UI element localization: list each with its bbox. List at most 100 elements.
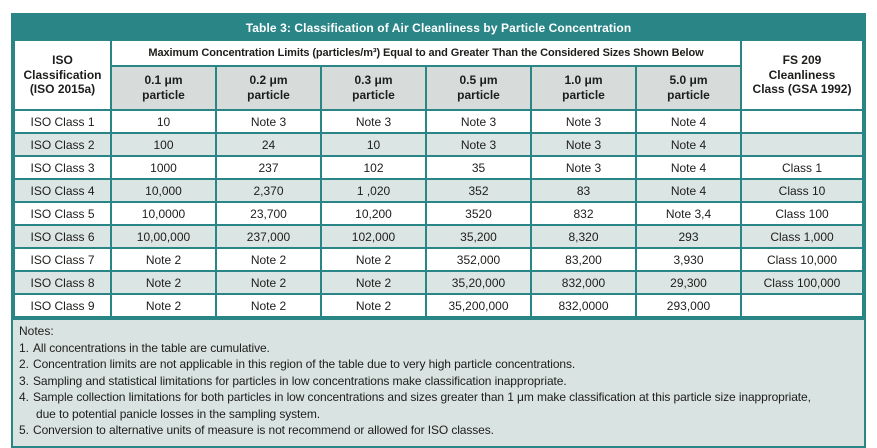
particle-size-sublabel: particle bbox=[562, 88, 605, 102]
particle-size-sublabel: particle bbox=[457, 88, 500, 102]
column-header-particle-size: 0.3 μm particle bbox=[320, 65, 427, 111]
note-number: 2. bbox=[19, 357, 30, 371]
note-item: 3. Sampling and statistical limitations f… bbox=[19, 373, 856, 390]
value-cell: 10,0000 bbox=[110, 201, 217, 226]
table-row: ISO Class 8 Note 2 Note 2 Note 2 35,20,0… bbox=[13, 270, 864, 295]
note-number: 4. bbox=[19, 390, 30, 404]
note-text: Sample collection limitations for both p… bbox=[33, 390, 811, 421]
value-cell: Note 2 bbox=[215, 293, 322, 318]
column-header-particle-size: 1.0 μm particle bbox=[530, 65, 637, 111]
particle-size-label: 0.3 μm bbox=[354, 73, 393, 87]
particle-size-header-row: 0.1 μm particle 0.2 μm particle 0.3 μm p… bbox=[14, 65, 863, 111]
value-cell: 35 bbox=[425, 155, 532, 180]
table-row: ISO Class 9 Note 2 Note 2 Note 2 35,200,… bbox=[13, 293, 864, 318]
fs-class-cell: Class 1 bbox=[740, 155, 864, 180]
value-cell: 2,370 bbox=[215, 178, 322, 203]
value-cell: Note 4 bbox=[635, 155, 742, 180]
notes-section: Notes: 1. All concentrations in the table… bbox=[13, 318, 864, 446]
fs-class-cell: Class 10 bbox=[740, 178, 864, 203]
title-row: Table 3: Classification of Air Cleanline… bbox=[13, 15, 864, 41]
value-cell: 10,200 bbox=[320, 201, 427, 226]
fs-class-cell bbox=[740, 109, 864, 134]
table-row: ISO Class 1 10 Note 3 Note 3 Note 3 Note… bbox=[13, 109, 864, 134]
note-item: 4. Sample collection limitations for both… bbox=[19, 389, 856, 422]
value-cell: Note 3 bbox=[530, 155, 637, 180]
iso-class-cell: ISO Class 8 bbox=[13, 270, 112, 295]
value-cell: 102 bbox=[320, 155, 427, 180]
note-item: 5. Conversion to alternative units of mea… bbox=[19, 422, 856, 439]
value-cell: Note 3 bbox=[530, 109, 637, 134]
iso-class-cell: ISO Class 1 bbox=[13, 109, 112, 134]
column-header-particle-size: 0.1 μm particle bbox=[110, 65, 217, 111]
table-title: Table 3: Classification of Air Cleanline… bbox=[13, 15, 864, 41]
value-cell: 83 bbox=[530, 178, 637, 203]
value-cell: Note 3 bbox=[320, 109, 427, 134]
note-number: 3. bbox=[19, 373, 30, 388]
table-row: ISO Class 5 10,0000 23,700 10,200 3520 8… bbox=[13, 201, 864, 226]
value-cell: Note 3 bbox=[530, 132, 637, 157]
value-cell: 832,0000 bbox=[530, 293, 637, 318]
fs-class-cell: Class 100 bbox=[740, 201, 864, 226]
value-cell: 35,20,000 bbox=[425, 270, 532, 295]
particle-size-label: 0.5 μm bbox=[459, 73, 498, 87]
value-cell: 832 bbox=[530, 201, 637, 226]
particle-size-sublabel: particle bbox=[352, 88, 395, 102]
iso-class-cell: ISO Class 2 bbox=[13, 132, 112, 157]
value-cell: Note 3,4 bbox=[635, 201, 742, 226]
value-cell: 35,200,000 bbox=[425, 293, 532, 318]
note-text: All concentrations in the table are cumu… bbox=[33, 340, 270, 355]
value-cell: 35,200 bbox=[425, 224, 532, 249]
value-cell: Note 4 bbox=[635, 178, 742, 203]
value-cell: 102,000 bbox=[320, 224, 427, 249]
iso-class-cell: ISO Class 4 bbox=[13, 178, 112, 203]
table-row: ISO Class 3 1000 237 102 35 Note 3 Note … bbox=[13, 155, 864, 180]
value-cell: Note 2 bbox=[215, 247, 322, 272]
particle-size-sublabel: particle bbox=[247, 88, 290, 102]
value-cell: 100 bbox=[110, 132, 217, 157]
table-row: ISO Class 7 Note 2 Note 2 Note 2 352,000… bbox=[13, 247, 864, 272]
value-cell: Note 2 bbox=[320, 247, 427, 272]
fs-class-cell: Class 1,000 bbox=[740, 224, 864, 249]
value-cell: 29,300 bbox=[635, 270, 742, 295]
particle-size-sublabel: particle bbox=[667, 88, 710, 102]
value-cell: 10,000 bbox=[110, 178, 217, 203]
table-frame: Table 3: Classification of Air Cleanline… bbox=[11, 13, 866, 448]
fs-class-cell bbox=[740, 132, 864, 157]
value-cell: Note 3 bbox=[425, 132, 532, 157]
iso-class-cell: ISO Class 3 bbox=[13, 155, 112, 180]
table-row: ISO Class 6 10,00,000 237,000 102,000 35… bbox=[13, 224, 864, 249]
column-group-header-max-concentration: Maximum Concentration Limits (particles/… bbox=[110, 39, 742, 67]
value-cell: 237 bbox=[215, 155, 322, 180]
air-cleanliness-table: Table 3: Classification of Air Cleanline… bbox=[13, 15, 864, 318]
value-cell: 352 bbox=[425, 178, 532, 203]
value-cell: 1 ,020 bbox=[320, 178, 427, 203]
notes-heading: Notes: bbox=[19, 324, 54, 338]
value-cell: 24 bbox=[215, 132, 322, 157]
column-header-fs209: FS 209 Cleanliness Class (GSA 1992) bbox=[740, 39, 864, 111]
value-cell: 293,000 bbox=[635, 293, 742, 318]
note-text: Conversion to alternative units of measu… bbox=[33, 423, 494, 437]
value-cell: Note 3 bbox=[425, 109, 532, 134]
fs-class-cell bbox=[740, 293, 864, 318]
note-text: Sampling and statistical limitations for… bbox=[33, 373, 567, 388]
value-cell: 3520 bbox=[425, 201, 532, 226]
value-cell: 10,00,000 bbox=[110, 224, 217, 249]
fs-class-cell: Class 100,000 bbox=[740, 270, 864, 295]
value-cell: 23,700 bbox=[215, 201, 322, 226]
value-cell: Note 2 bbox=[215, 270, 322, 295]
note-number: 1. bbox=[19, 340, 30, 355]
note-text: Concentration limits are not applicable … bbox=[33, 357, 576, 371]
iso-class-cell: ISO Class 9 bbox=[13, 293, 112, 318]
value-cell: Note 2 bbox=[110, 270, 217, 295]
value-cell: 832,000 bbox=[530, 270, 637, 295]
particle-size-label: 1.0 μm bbox=[564, 73, 603, 87]
value-cell: 83,200 bbox=[530, 247, 637, 272]
value-cell: 1000 bbox=[110, 155, 217, 180]
particle-size-label: 0.1 μm bbox=[144, 73, 183, 87]
value-cell: Note 4 bbox=[635, 109, 742, 134]
value-cell: 3,930 bbox=[635, 247, 742, 272]
value-cell: Note 4 bbox=[635, 132, 742, 157]
notes-list: 1. All concentrations in the table are cu… bbox=[19, 340, 856, 439]
note-number: 5. bbox=[19, 423, 30, 437]
iso-class-cell: ISO Class 7 bbox=[13, 247, 112, 272]
